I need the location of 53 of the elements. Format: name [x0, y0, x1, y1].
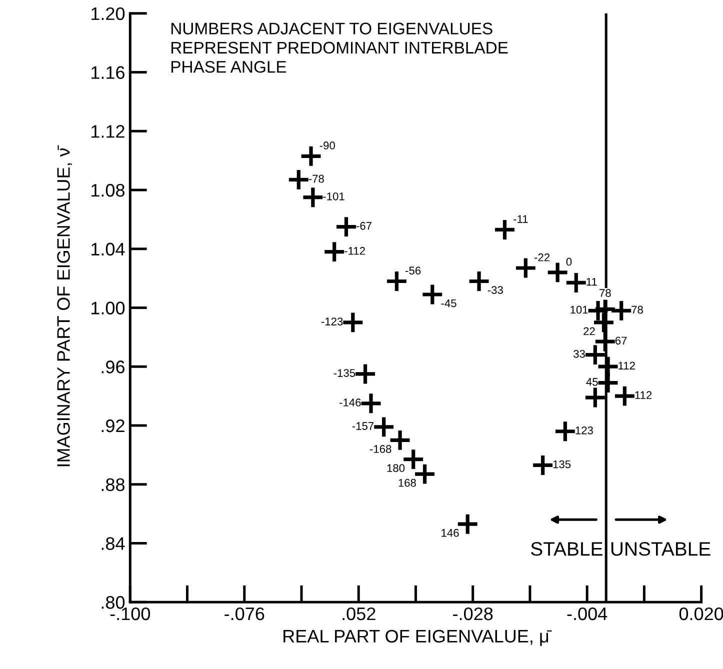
- x-tick-label: 0.020: [679, 607, 723, 620]
- annotation: -11: [514, 215, 528, 223]
- annotation: 22: [584, 327, 595, 336]
- annotation: -157: [352, 422, 374, 430]
- y-tick-label: 1.12: [92, 125, 124, 138]
- x-tick-label: -.100: [110, 607, 150, 620]
- annotation: 146: [442, 528, 459, 537]
- annotation: 123: [576, 426, 593, 434]
- y-tick-label: 1.00: [92, 302, 125, 314]
- annotation: 101: [570, 306, 588, 314]
- annotation: 0: [566, 258, 572, 266]
- annotation: -22: [534, 253, 550, 262]
- annotation: -123: [321, 318, 343, 326]
- y-tick-label: .88: [102, 478, 124, 492]
- annotation: -33: [488, 286, 503, 294]
- annotation: -90: [320, 142, 335, 150]
- x-axis-title: REAL PART OF EIGENVALUE, μ̄: [284, 630, 552, 646]
- y-tick-label: 1.04: [92, 242, 125, 256]
- annotation: -78: [308, 174, 324, 183]
- y-tick-label: .80: [102, 596, 125, 609]
- annotation: 67: [615, 336, 627, 345]
- y-tick-label: .84: [102, 537, 125, 550]
- y-tick-label: 1.20: [92, 7, 125, 20]
- annotation: 135: [553, 460, 571, 468]
- annotation: -146: [340, 398, 361, 406]
- annotation: 78: [632, 306, 643, 314]
- annotation: 112: [635, 391, 652, 399]
- annotation: 112: [618, 362, 635, 370]
- annotation: UNSTABLE: [611, 542, 710, 556]
- x-tick-label: -.004: [567, 607, 608, 620]
- y-tick-label: 1.16: [92, 66, 124, 79]
- annotation: -45: [441, 299, 456, 308]
- annotation: 45: [586, 378, 598, 386]
- annotation: -112: [344, 246, 365, 255]
- annotation: NUMBERS ADJACENT TO EIGENVALUES REPRESENT PREDOMINANT INTERBLADE PHASE ANGLE: [171, 22, 508, 73]
- annotation: -101: [323, 192, 344, 200]
- x-tick-label: -.076: [224, 607, 264, 620]
- annotation: 168: [398, 478, 416, 487]
- y-axis-title: IMAGINARY PART OF EIGENVALUE, ν̄: [57, 145, 72, 466]
- y-tick-label: 1.08: [92, 184, 124, 197]
- annotation: -67: [356, 222, 372, 230]
- x-tick-label: .052: [342, 607, 376, 620]
- x-tick-label: -.028: [453, 607, 493, 620]
- y-tick-label: .96: [102, 360, 124, 374]
- y-tick-label: .92: [102, 419, 124, 432]
- annotation: 180: [387, 464, 405, 472]
- annotation: -56: [406, 266, 421, 275]
- annotation: -135: [334, 369, 356, 377]
- annotation: -168: [370, 445, 392, 453]
- annotation: STABLE: [531, 542, 602, 556]
- annotation: 78: [600, 289, 611, 297]
- annotation: 11: [586, 278, 597, 286]
- annotation: 33: [574, 350, 585, 358]
